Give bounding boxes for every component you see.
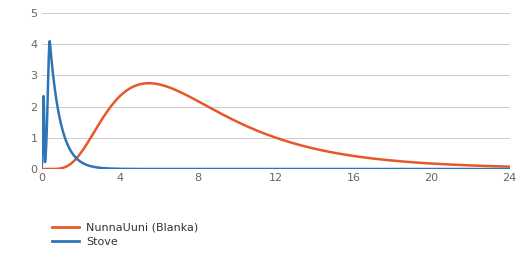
Legend: NunnaUuni (Blanka), Stove: NunnaUuni (Blanka), Stove — [47, 218, 203, 252]
